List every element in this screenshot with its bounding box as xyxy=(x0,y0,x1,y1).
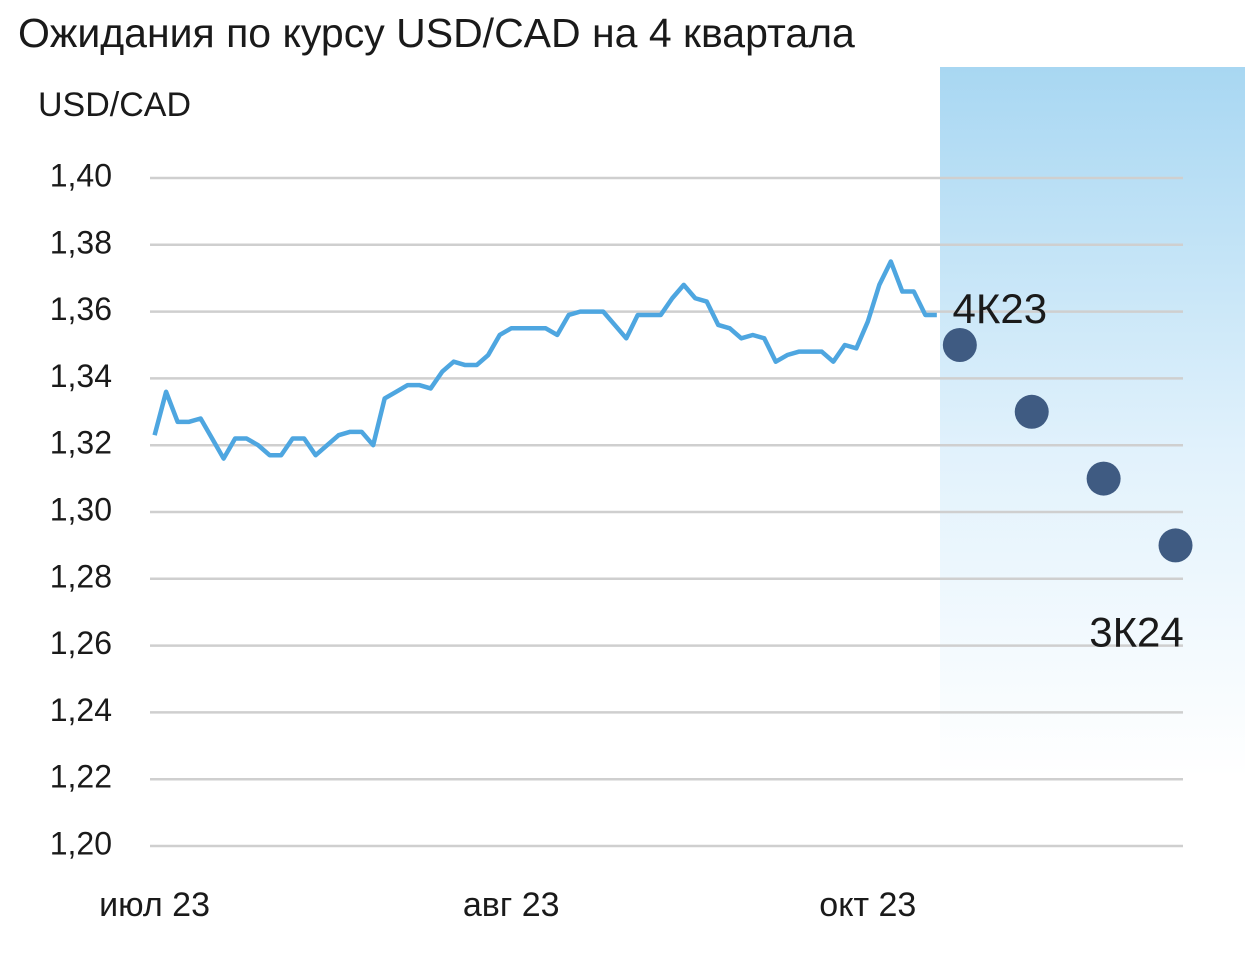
y-tick-label: 1,32 xyxy=(50,425,112,461)
y-tick-label: 1,30 xyxy=(50,491,112,527)
forecast-point xyxy=(1158,528,1193,563)
y-tick-label: 1,24 xyxy=(50,692,112,728)
forecast-point xyxy=(1014,394,1049,429)
y-tick-label: 1,36 xyxy=(50,291,112,327)
x-tick-label: авг 23 xyxy=(463,886,560,924)
forecast-point xyxy=(942,328,977,362)
x-tick-label: окт 23 xyxy=(819,886,916,924)
y-axis-label: USD/CAD xyxy=(38,86,191,124)
forecast-label: 4К23 xyxy=(953,285,1048,332)
chart-title: Ожидания по курсу USD/CAD на 4 квартала xyxy=(18,10,855,56)
y-tick-label: 1,34 xyxy=(50,358,112,394)
forecast-point xyxy=(1086,461,1121,496)
y-tick-label: 1,26 xyxy=(50,625,112,661)
x-tick-label: июл 23 xyxy=(99,886,210,924)
y-tick-label: 1,38 xyxy=(50,224,112,260)
y-tick-label: 1,20 xyxy=(50,825,112,861)
y-tick-label: 1,22 xyxy=(50,759,112,795)
line-series xyxy=(152,259,937,461)
y-tick-label: 1,40 xyxy=(50,157,112,193)
forecast-label: 3К24 xyxy=(1089,608,1184,655)
y-tick-label: 1,28 xyxy=(50,558,112,594)
forecast-area xyxy=(940,67,1245,777)
